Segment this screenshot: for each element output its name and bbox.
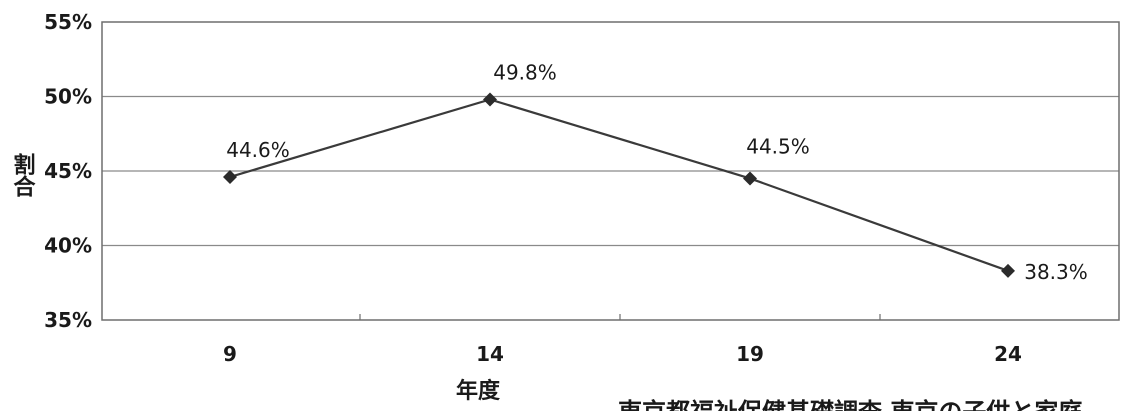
x-tick-label: 19 bbox=[736, 342, 764, 366]
y-tick-label: 35% bbox=[44, 308, 92, 332]
y-tick-label: 50% bbox=[44, 85, 92, 109]
data-labels: 44.6% 49.8% 44.5% 38.3% bbox=[226, 60, 1088, 283]
plot-area-frame bbox=[101, 21, 1120, 321]
x-axis-ticks: 9 14 19 24 bbox=[223, 314, 1022, 366]
y-tick-label: 55% bbox=[44, 10, 92, 34]
x-tick-label: 9 bbox=[223, 342, 237, 366]
data-point-marker bbox=[483, 92, 497, 107]
y-tick-label: 45% bbox=[44, 159, 92, 183]
x-tick-label: 14 bbox=[476, 342, 504, 366]
data-label: 49.8% bbox=[493, 60, 557, 84]
data-label: 44.6% bbox=[226, 138, 290, 162]
source-note: 東京都福祉保健基礎調査 東京の子供と家庭 bbox=[618, 398, 1082, 411]
x-axis-title: 年度 bbox=[456, 378, 501, 404]
y-axis-title: 割合 bbox=[10, 152, 36, 197]
gridlines bbox=[102, 95, 1119, 247]
series-line bbox=[229, 98, 1009, 272]
data-label: 38.3% bbox=[1024, 260, 1088, 284]
data-point-marker bbox=[223, 169, 237, 184]
y-tick-label: 40% bbox=[44, 234, 92, 258]
data-point-marker bbox=[1001, 263, 1015, 278]
data-point-marker bbox=[743, 171, 757, 186]
series-line-group bbox=[223, 92, 1015, 278]
data-label: 44.5% bbox=[746, 134, 810, 158]
y-axis-ticks: 35% 40% 45% 50% 55% bbox=[44, 10, 92, 332]
x-tick-label: 24 bbox=[994, 342, 1022, 366]
